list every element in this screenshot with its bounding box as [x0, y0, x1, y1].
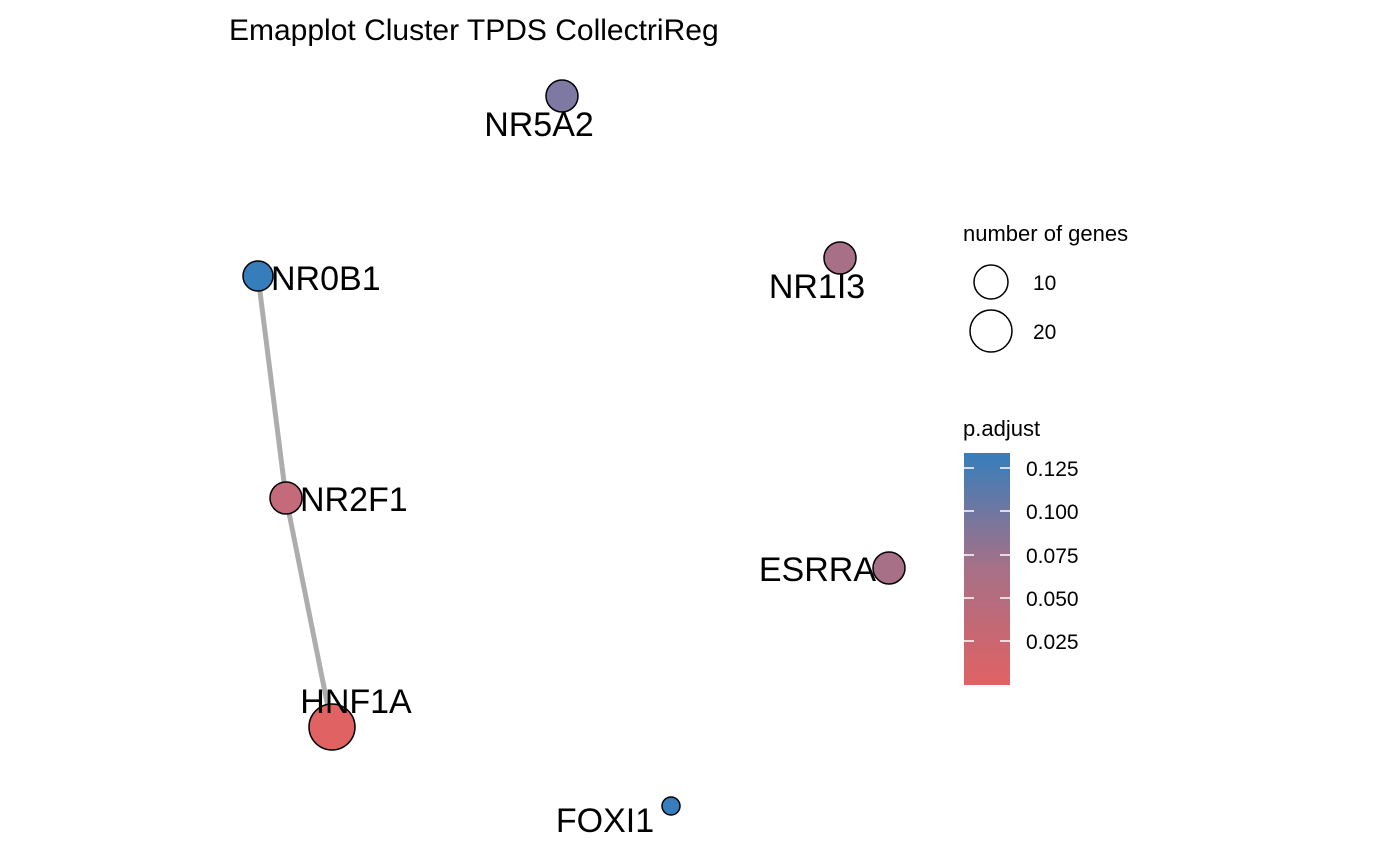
label-nr2f1: NR2F1 — [300, 481, 408, 519]
color-bar-ticks — [964, 467, 1010, 642]
label-nr5a2: NR5A2 — [484, 106, 594, 144]
color-bar — [964, 453, 1010, 685]
color-tick-label: 0.100 — [1026, 501, 1079, 524]
edge-nr2f1-hnf1a — [283, 497, 335, 728]
label-nr1i3: NR1I3 — [769, 268, 865, 306]
color-legend-title: p.adjust — [963, 416, 1040, 441]
size-key-20-label: 20 — [1033, 321, 1056, 344]
size-legend: number of genes 10 20 — [963, 221, 1128, 353]
color-legend: p.adjust 0.125 0.100 0.075 0.050 0.025 — [963, 416, 1079, 685]
size-legend-title: number of genes — [963, 221, 1128, 246]
nodes-layer — [242, 79, 906, 816]
color-tick-label: 0.025 — [1026, 631, 1079, 654]
edges-layer — [255, 275, 335, 728]
size-key-10-label: 10 — [1033, 272, 1056, 295]
size-key-20 — [969, 309, 1013, 353]
label-foxi1: FOXI1 — [556, 802, 654, 840]
label-hnf1a: HNF1A — [300, 683, 412, 721]
node-nr1i3[interactable] — [823, 241, 857, 275]
plot-title: Emapplot Cluster TPDS CollectriReg — [229, 14, 719, 47]
node-hnf1a[interactable] — [308, 703, 356, 751]
label-esrra: ESRRA — [759, 551, 876, 589]
node-nr0b1[interactable] — [242, 260, 274, 292]
labels-layer: NR5A2 NR0B1 NR1I3 NR2F1 ESRRA HNF1A FOXI… — [271, 106, 876, 840]
label-nr0b1: NR0B1 — [271, 260, 381, 298]
node-foxi1[interactable] — [661, 796, 681, 816]
node-nr2f1[interactable] — [269, 481, 303, 515]
color-tick-label: 0.075 — [1026, 545, 1079, 568]
color-tick-label: 0.050 — [1026, 588, 1079, 611]
size-key-10 — [973, 264, 1009, 300]
color-tick-label: 0.125 — [1026, 458, 1079, 481]
node-esrra[interactable] — [872, 551, 906, 585]
edge-nr0b1-nr2f1 — [255, 275, 289, 499]
node-nr5a2[interactable] — [545, 79, 579, 113]
